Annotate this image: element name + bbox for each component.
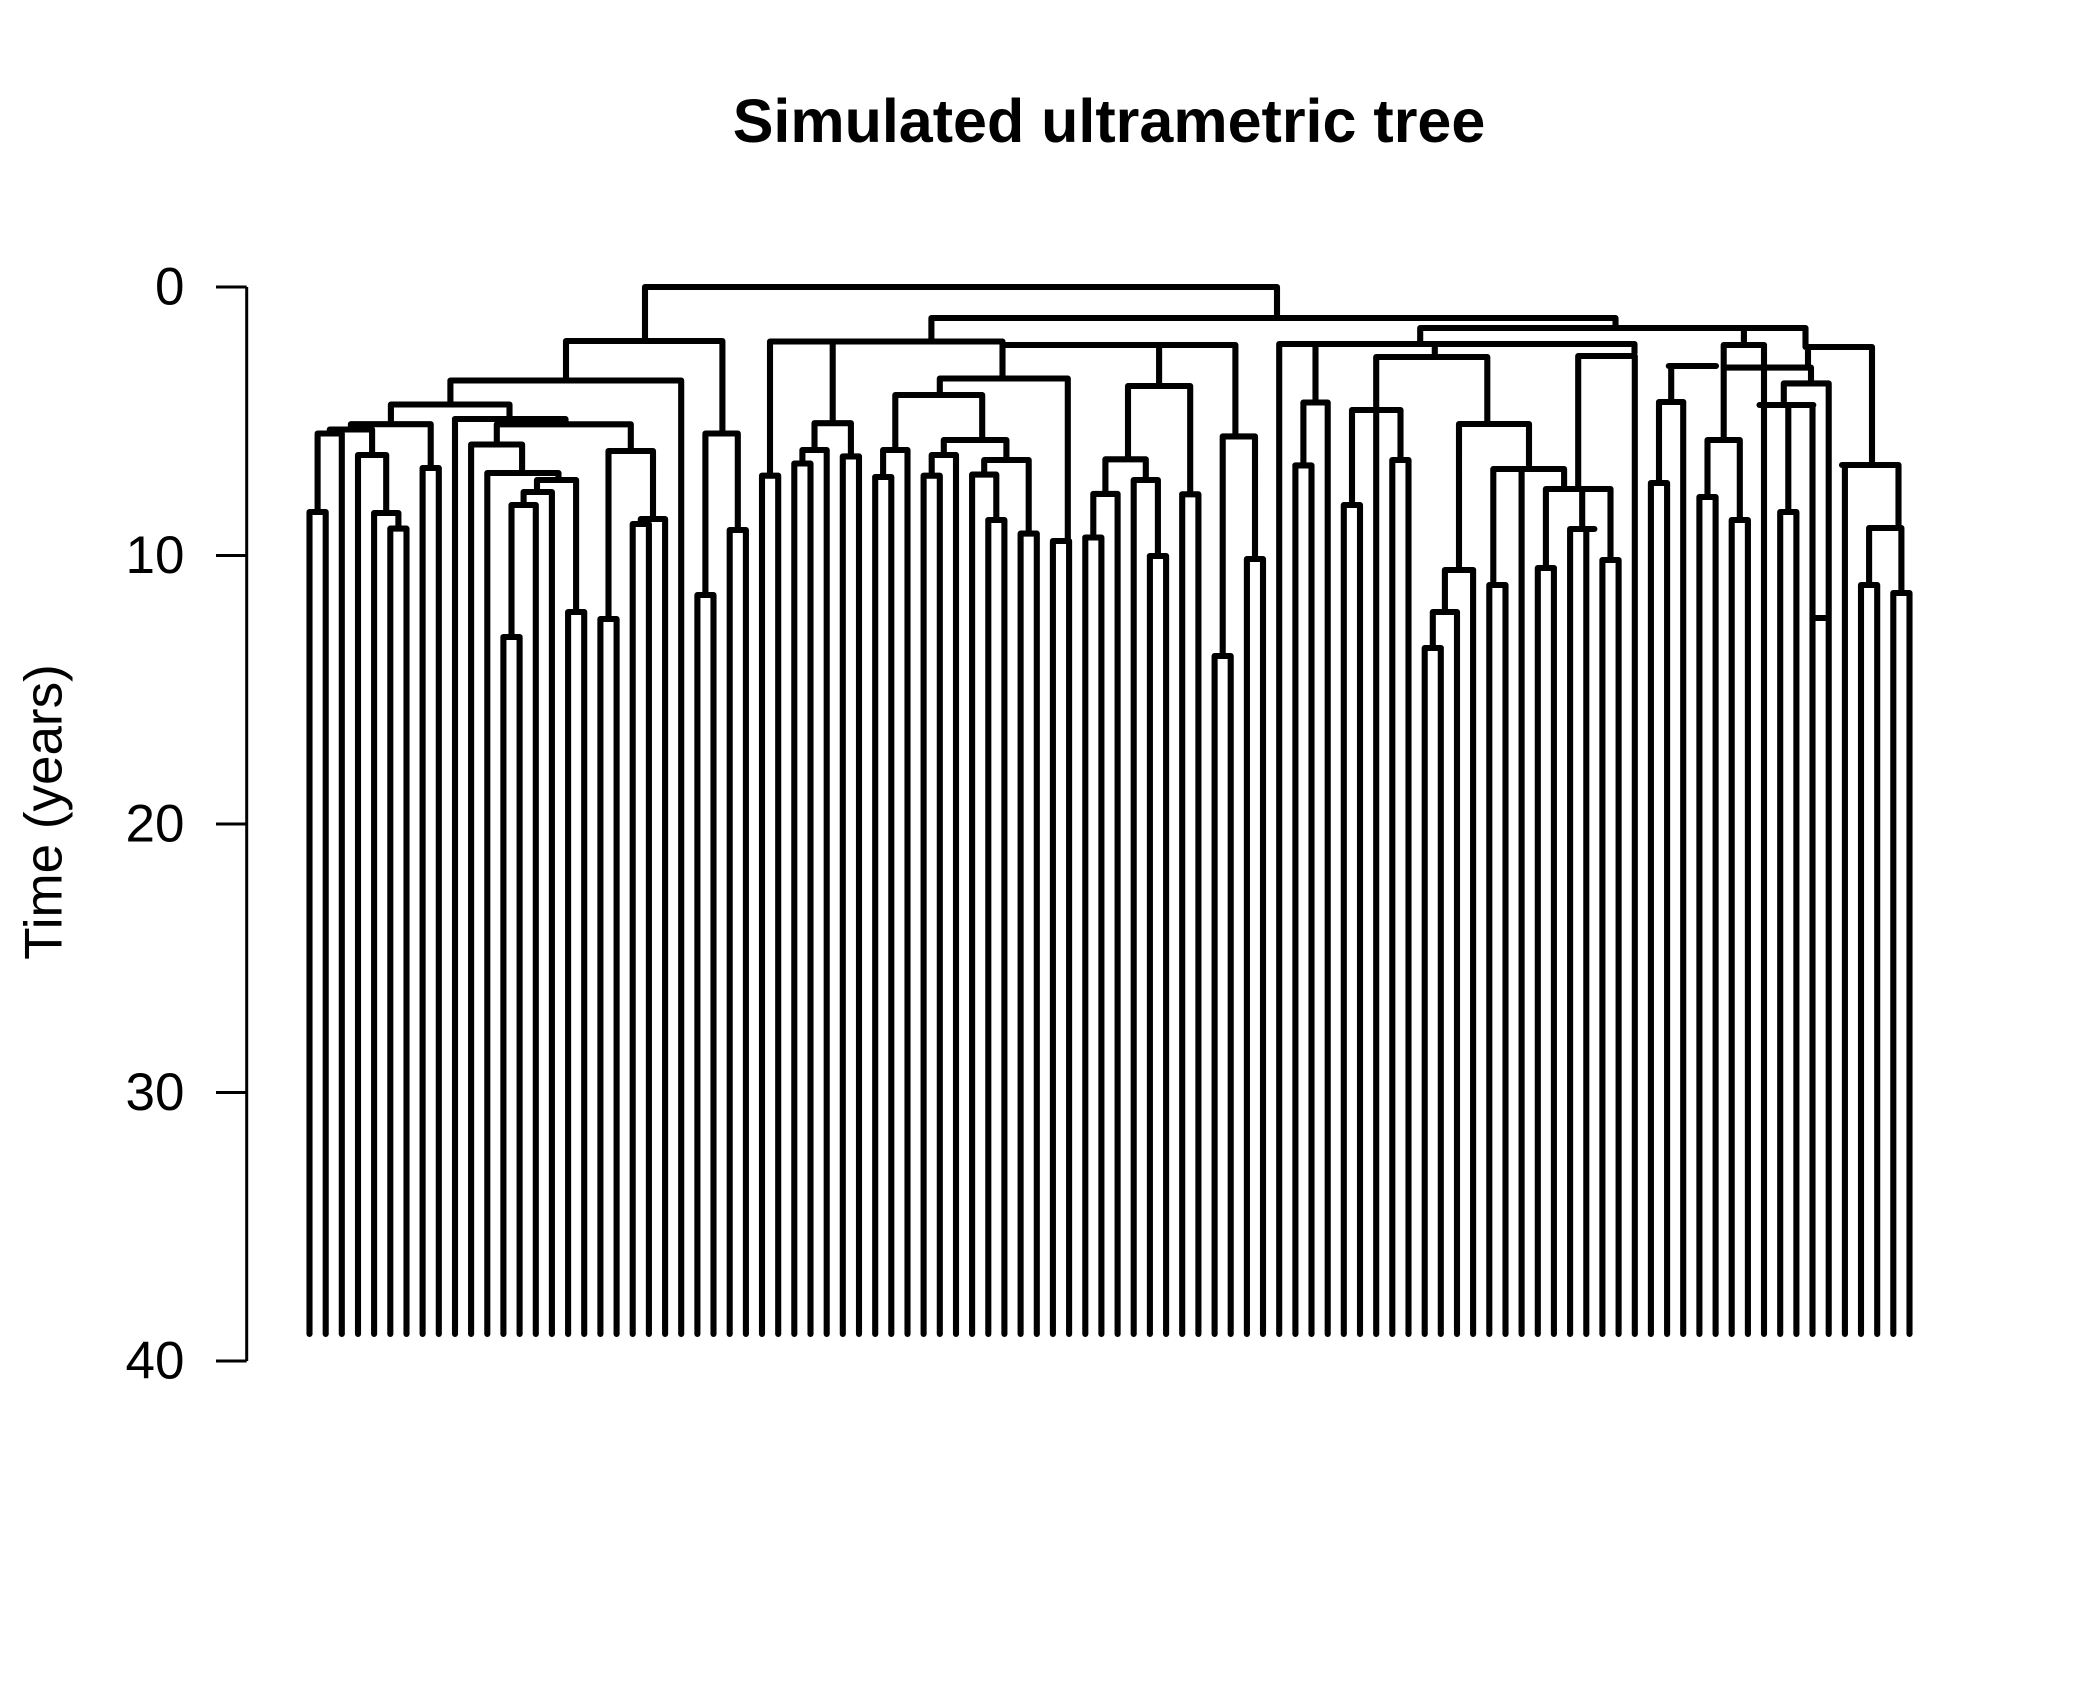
svg-text:10: 10 <box>126 526 185 585</box>
svg-text:Simulated ultrametric tree: Simulated ultrametric tree <box>733 87 1486 155</box>
svg-text:Time (years): Time (years) <box>15 664 74 959</box>
svg-text:20: 20 <box>126 795 185 854</box>
svg-text:0: 0 <box>155 258 184 317</box>
svg-text:30: 30 <box>126 1063 185 1122</box>
svg-text:40: 40 <box>126 1332 185 1391</box>
